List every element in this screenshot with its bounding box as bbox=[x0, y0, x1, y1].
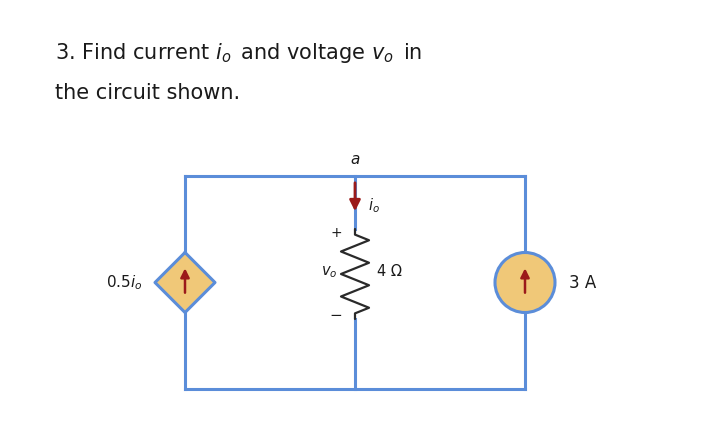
Circle shape bbox=[495, 253, 555, 313]
Text: $v_o$: $v_o$ bbox=[320, 264, 337, 280]
Text: 3 A: 3 A bbox=[569, 273, 596, 292]
Text: $-$: $-$ bbox=[329, 306, 342, 321]
Text: 4 Ω: 4 Ω bbox=[377, 265, 402, 280]
Polygon shape bbox=[155, 253, 215, 313]
Text: 3. Find current $\it{i}_o\,$ and voltage $\it{v}_o\,$ in: 3. Find current $\it{i}_o\,$ and voltage… bbox=[55, 41, 422, 65]
Text: the circuit shown.: the circuit shown. bbox=[55, 83, 240, 103]
Text: +: + bbox=[330, 226, 342, 240]
Text: $i_o$: $i_o$ bbox=[368, 197, 380, 215]
Text: $a$: $a$ bbox=[350, 152, 360, 167]
Text: $0.5i_o$: $0.5i_o$ bbox=[107, 273, 143, 292]
